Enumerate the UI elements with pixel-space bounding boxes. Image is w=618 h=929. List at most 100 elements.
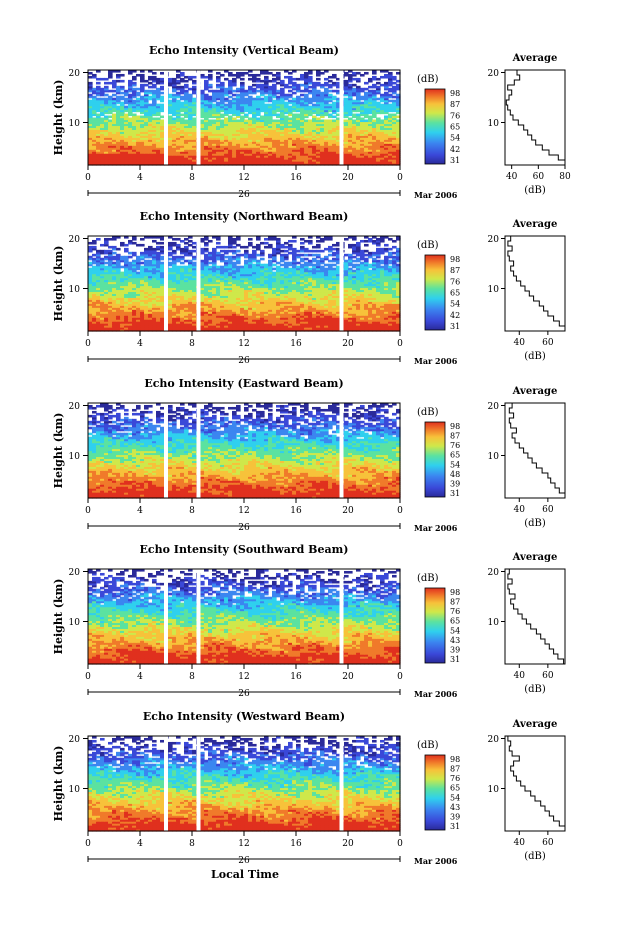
average-x-label: (dB) [524,351,546,362]
y-tick-label: 10 [69,785,81,795]
x-tick-label: 8 [189,506,195,516]
colorbar [424,88,446,165]
x-tick-label: 16 [290,672,302,682]
date-label: Mar 2006 [414,356,458,366]
beam-panel: Echo Intensity (Southward Beam) Height (k… [52,543,566,699]
x-tick-label: 20 [342,173,354,183]
colorbar-tick-label: 98 [450,422,460,431]
data-gap [196,403,201,498]
average-title: Average [512,219,558,230]
average-x-label: (dB) [524,518,546,529]
y-tick-label: 20 [69,402,81,412]
x-tick-label: 8 [189,672,195,682]
colorbar-unit: (dB) [417,573,439,584]
average-x-tick-label: 60 [533,172,545,182]
colorbar-unit: (dB) [417,74,439,85]
data-gap [339,403,344,498]
x-tick-label: 12 [238,339,249,349]
heatmap-field [88,736,401,832]
data-gap [164,736,168,831]
colorbar-tick-label: 76 [450,111,460,120]
average-x-label: (dB) [524,185,546,196]
x-tick-label: 4 [137,506,143,516]
colorbar-tick-label: 76 [450,277,460,286]
beam-panel: Echo Intensity (Westward Beam) Height (km… [52,710,566,866]
average-profile-line [507,569,565,664]
x-axis-title: Local Time [211,868,279,881]
average-y-tick-label: 20 [488,69,500,79]
colorbar-tick-label: 65 [450,123,460,132]
x-tick-label: 0 [85,839,91,849]
colorbar-tick-label: 31 [450,156,460,165]
average-profile-line [508,403,566,498]
colorbar-tick-label: 39 [450,479,460,488]
colorbar-tick-label: 98 [450,755,460,764]
y-axis-label: Height (km) [52,246,65,322]
x-tick-label: 20 [342,506,354,516]
colorbar-tick-label: 87 [450,266,460,275]
colorbar-tick-label: 54 [450,300,460,309]
x-tick-label: 16 [290,506,302,516]
colorbar-tick-label: 31 [450,655,460,664]
average-y-tick-label: 20 [488,735,500,745]
colorbar-tick-label: 87 [450,100,460,109]
average-frame [504,735,566,832]
average-x-tick-label: 60 [542,671,554,681]
average-frame [504,235,566,332]
colorbar-tick-label: 87 [450,765,460,774]
colorbar-tick-label: 54 [450,793,460,802]
x-tick-label: 12 [238,672,249,682]
y-tick-label: 10 [69,285,81,295]
average-y-tick-label: 10 [488,452,500,462]
x-tick-label: 16 [290,839,302,849]
y-tick-label: 10 [69,119,81,129]
average-x-label: (dB) [524,851,546,862]
panel-title: Echo Intensity (Eastward Beam) [144,377,343,390]
panel-title: Echo Intensity (Northward Beam) [140,210,349,223]
x-tick-label: 20 [342,672,354,682]
y-axis-label: Height (km) [52,80,65,156]
average-title: Average [512,386,558,397]
x-tick-label: 12 [238,839,249,849]
colorbar-tick-label: 98 [450,255,460,264]
colorbar-tick-label: 39 [450,645,460,654]
colorbar-tick-label: 98 [450,89,460,98]
average-y-tick-label: 20 [488,568,500,578]
average-x-tick-label: 40 [514,671,526,681]
x-tick-label: 0 [85,339,91,349]
y-tick-label: 10 [69,618,81,628]
average-y-tick-label: 20 [488,402,500,412]
x-tick-label: 12 [238,506,249,516]
data-gap [196,70,201,165]
y-tick-label: 20 [69,235,81,245]
y-tick-label: 10 [69,452,81,462]
heatmap-field [88,70,401,166]
colorbar-tick-label: 31 [450,489,460,498]
heatmap-field [88,403,401,499]
x-tick-label: 0 [397,173,403,183]
average-frame [504,69,566,166]
x-tick-label: 0 [397,506,403,516]
colorbar-tick-label: 54 [450,626,460,635]
colorbar-tick-label: 98 [450,588,460,597]
average-y-tick-label: 10 [488,119,500,129]
data-gap [164,236,168,331]
average-y-tick-label: 10 [488,285,500,295]
x-tick-label: 8 [189,839,195,849]
average-y-tick-label: 20 [488,235,500,245]
heatmap-field [88,569,401,665]
colorbar [424,754,446,831]
y-tick-label: 20 [69,568,81,578]
colorbar-tick-label: 48 [450,470,460,479]
x-tick-label: 16 [290,173,302,183]
colorbar [424,587,446,664]
colorbar-tick-label: 31 [450,322,460,331]
x-tick-label: 4 [137,839,143,849]
colorbar-unit: (dB) [417,407,439,418]
x-tick-label: 0 [397,839,403,849]
colorbar-tick-label: 65 [450,289,460,298]
day-label: 26 [238,689,250,699]
colorbar-tick-label: 31 [450,822,460,831]
colorbar-tick-label: 43 [450,803,460,812]
data-gap [196,569,201,664]
